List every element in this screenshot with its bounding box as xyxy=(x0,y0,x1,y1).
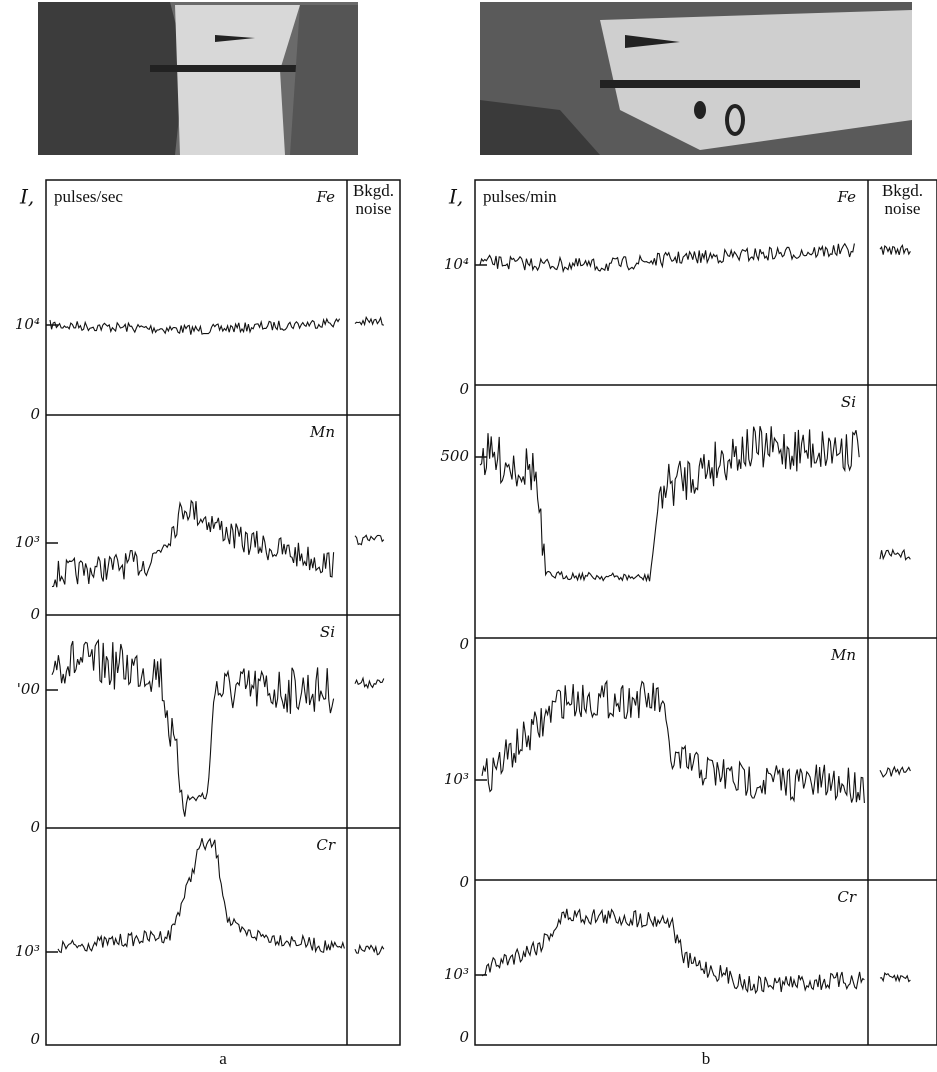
tick-label: 500 xyxy=(440,447,469,465)
trace xyxy=(58,838,344,952)
trace xyxy=(355,945,384,954)
trace xyxy=(480,244,854,272)
noise-label: noise xyxy=(885,199,921,218)
photo-a xyxy=(38,2,358,155)
element-label: Si xyxy=(320,623,335,641)
tick-label: 10³ xyxy=(15,942,40,960)
unit: pulses/min xyxy=(483,187,557,206)
element-label: Fe xyxy=(837,188,857,206)
trace xyxy=(480,426,859,581)
tick-label: 10⁴ xyxy=(444,255,469,273)
trace xyxy=(355,678,384,688)
element-label: Cr xyxy=(837,888,856,906)
noise-label: Bkgd. xyxy=(353,181,394,200)
trace xyxy=(482,681,864,803)
tick-label: 10³ xyxy=(15,533,40,551)
tick-label: '00 xyxy=(17,680,41,698)
noise-label: noise xyxy=(356,199,392,218)
tick-label: 0 xyxy=(459,380,469,398)
noise-label: Bkgd. xyxy=(882,181,923,200)
tick-label: 0 xyxy=(30,818,40,836)
tick-label: 0 xyxy=(30,405,40,423)
axis-symbol: I, xyxy=(448,185,463,209)
element-label: Cr xyxy=(316,836,335,854)
trace xyxy=(355,317,384,325)
figure: I,pulses/secBkgd.noiseaFe10⁴0Mn10³0Si'00… xyxy=(0,0,937,1072)
trace xyxy=(880,550,910,560)
trace xyxy=(880,767,910,777)
trace xyxy=(52,501,334,587)
trace xyxy=(880,973,910,981)
panel-label: a xyxy=(219,1049,227,1068)
photo-b xyxy=(480,2,912,155)
element-label: Si xyxy=(841,393,856,411)
element-label: Fe xyxy=(316,188,336,206)
element-label: Mn xyxy=(830,646,856,664)
panel-label: b xyxy=(702,1049,711,1068)
tick-label: 0 xyxy=(459,635,469,653)
tick-label: 10³ xyxy=(444,770,469,788)
trace xyxy=(50,319,340,335)
tick-label: 0 xyxy=(30,1030,40,1048)
unit: pulses/sec xyxy=(54,187,123,206)
trace xyxy=(52,640,334,816)
tick-label: 0 xyxy=(459,873,469,891)
trace xyxy=(880,245,910,255)
tick-label: 0 xyxy=(459,1028,469,1046)
tick-label: 10⁴ xyxy=(15,315,40,333)
trace xyxy=(482,909,864,993)
trace xyxy=(355,535,384,544)
element-label: Mn xyxy=(309,423,335,441)
axis-symbol: I, xyxy=(19,185,34,209)
tick-label: 10³ xyxy=(444,965,469,983)
tick-label: 0 xyxy=(30,605,40,623)
